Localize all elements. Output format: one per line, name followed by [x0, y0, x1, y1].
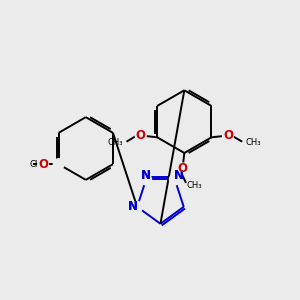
- Text: N: N: [174, 169, 184, 182]
- Text: O: O: [136, 129, 146, 142]
- Text: CH₃: CH₃: [246, 138, 261, 147]
- Text: O: O: [223, 129, 233, 142]
- Circle shape: [38, 159, 49, 170]
- Text: O: O: [38, 158, 48, 171]
- Circle shape: [223, 130, 233, 141]
- Text: O: O: [178, 162, 188, 175]
- Text: CH₃: CH₃: [107, 138, 123, 147]
- Circle shape: [132, 202, 142, 212]
- Circle shape: [141, 174, 152, 185]
- Text: O: O: [38, 158, 48, 171]
- Text: N: N: [140, 169, 151, 182]
- Circle shape: [53, 159, 64, 170]
- Text: O: O: [178, 162, 188, 175]
- Text: CH₃: CH₃: [29, 160, 45, 169]
- Circle shape: [169, 174, 180, 185]
- Text: N: N: [128, 200, 138, 213]
- Text: O: O: [223, 129, 233, 142]
- Circle shape: [135, 130, 146, 141]
- Text: N: N: [128, 200, 138, 213]
- Text: O: O: [136, 129, 146, 142]
- Text: N: N: [174, 169, 184, 182]
- Circle shape: [177, 163, 188, 174]
- Text: N: N: [140, 169, 151, 182]
- Text: CH₃: CH₃: [187, 181, 202, 190]
